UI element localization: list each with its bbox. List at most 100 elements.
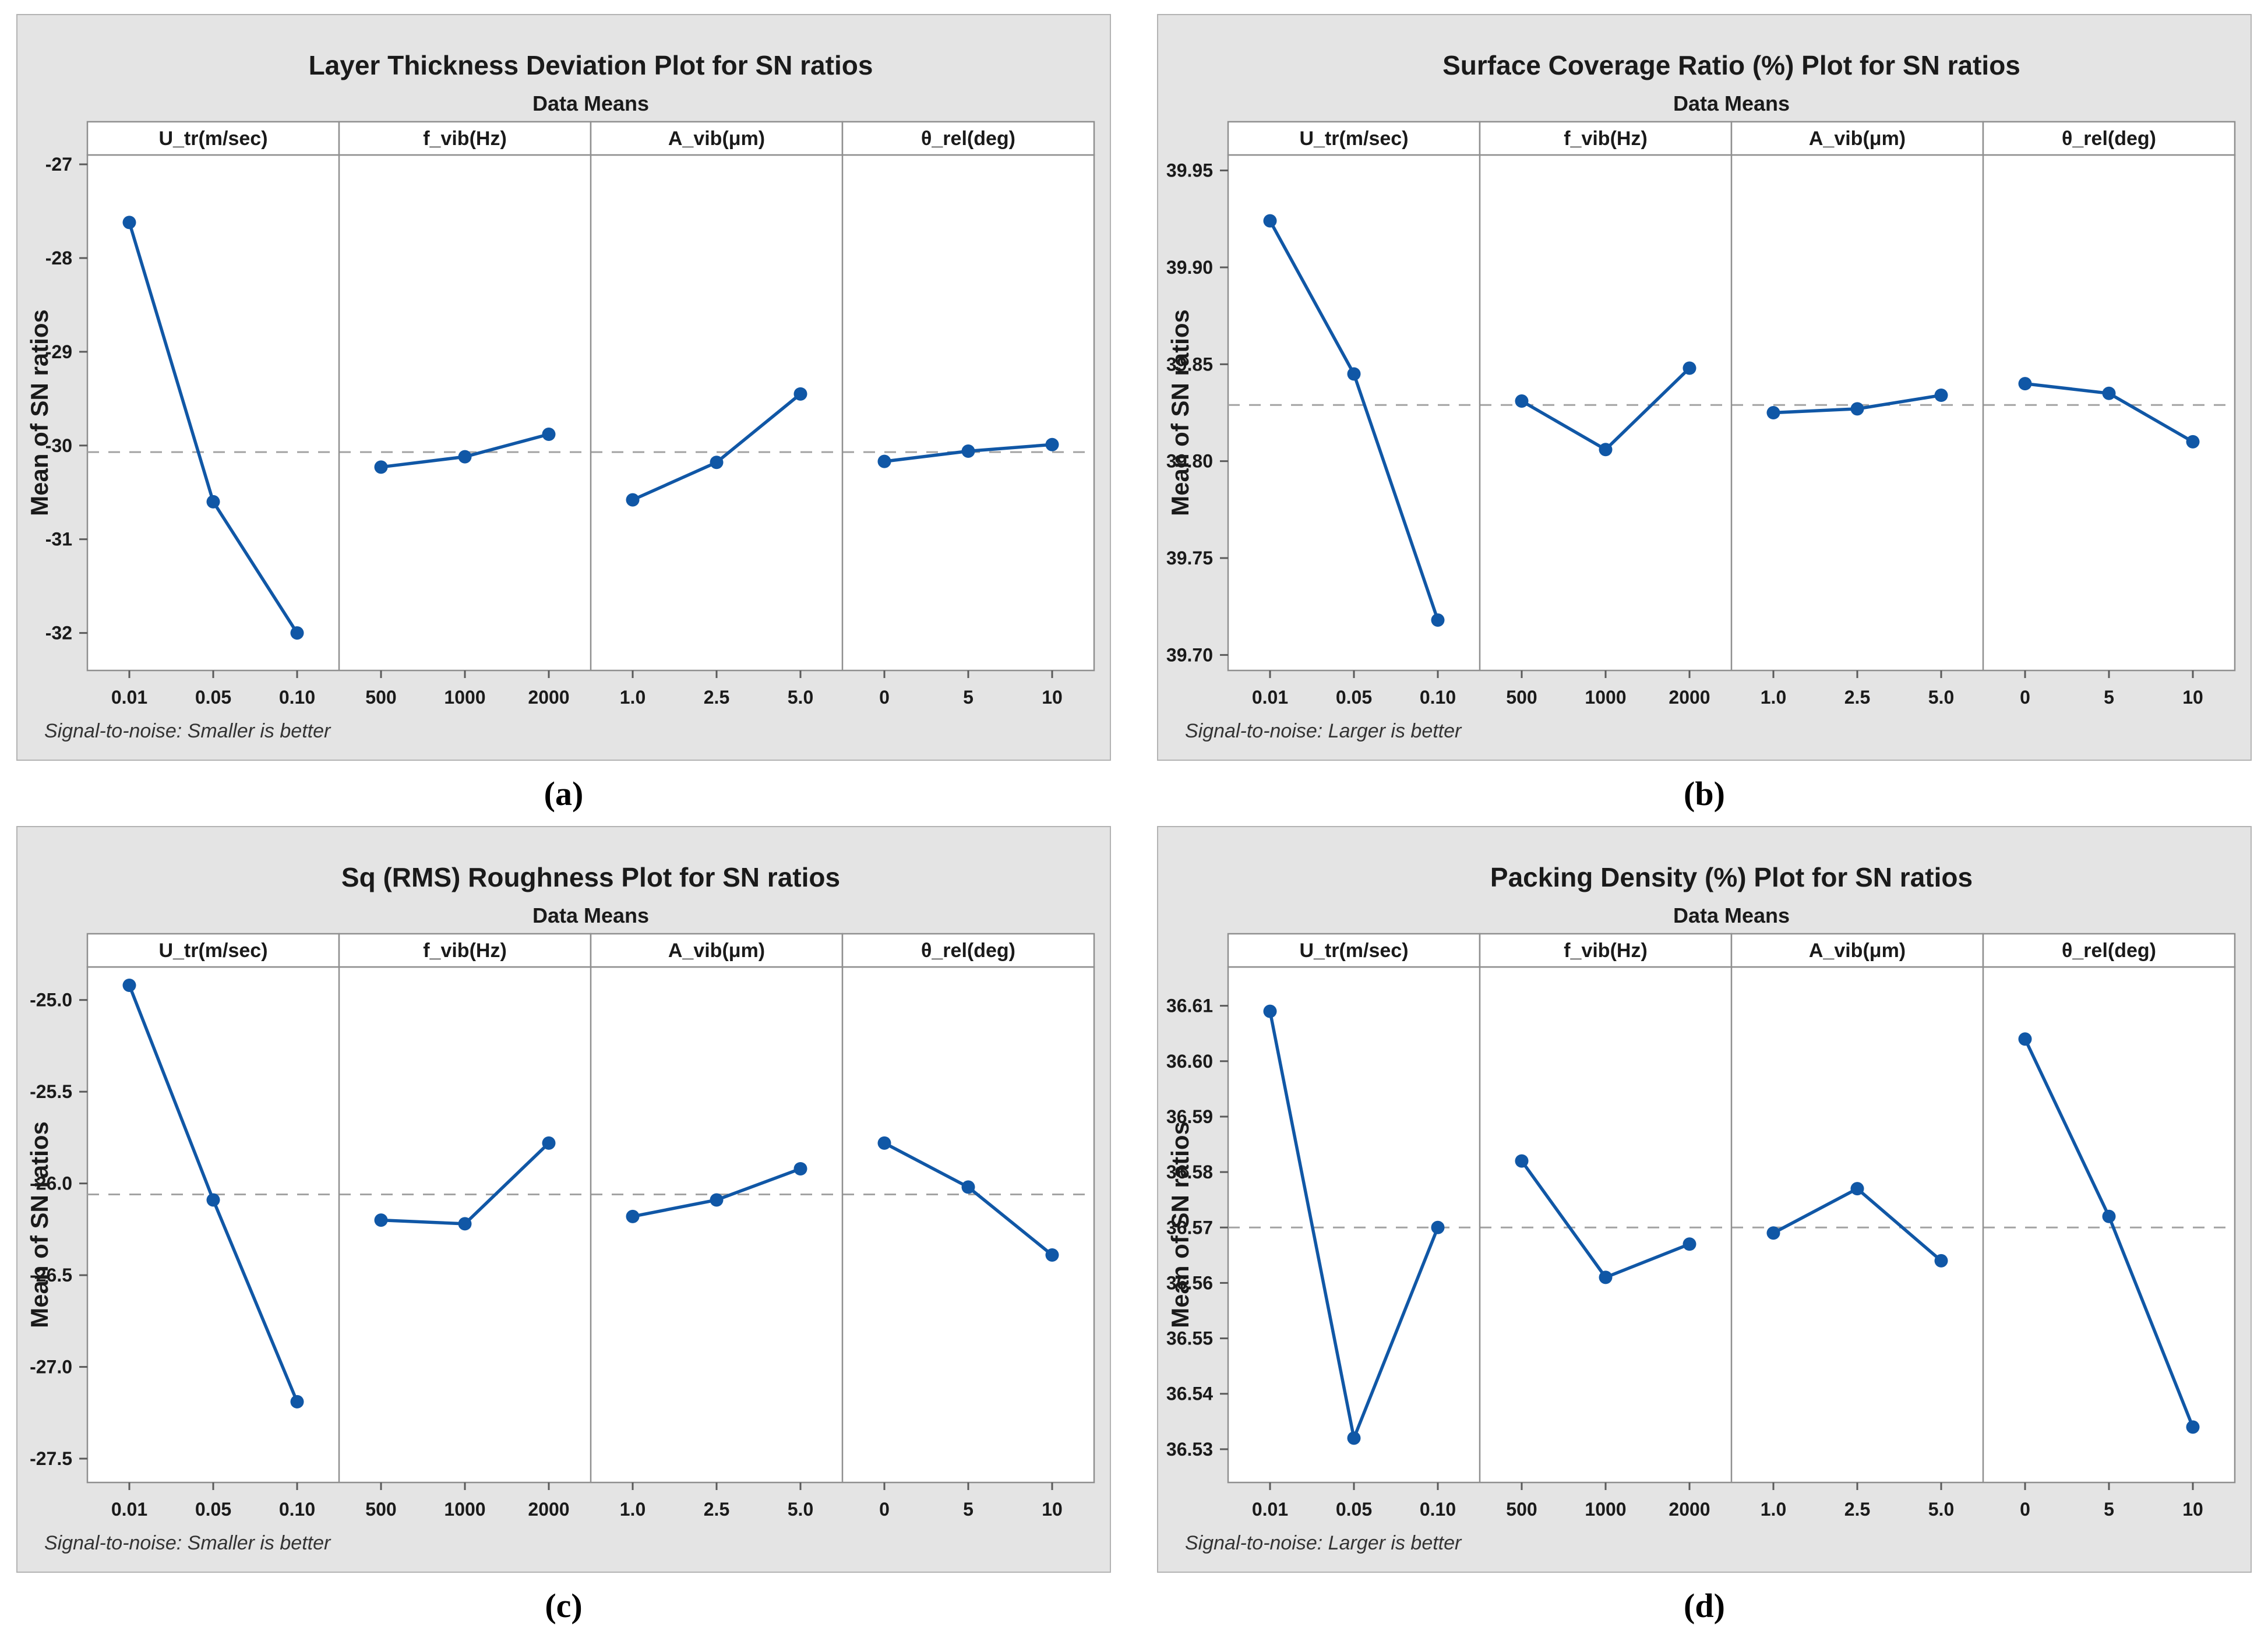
- panel-header: [841, 933, 1095, 968]
- data-point: [1045, 1248, 1059, 1262]
- footer-note: Signal-to-noise: Larger is better: [1185, 1532, 1462, 1554]
- data-point: [206, 1193, 220, 1207]
- data-point: [1683, 361, 1696, 375]
- y-tick-label: 39.75: [1166, 548, 1213, 569]
- panel-header-label: U_tr(m/sec): [158, 940, 267, 962]
- x-tick-label: 5.0: [788, 687, 813, 708]
- x-tick-label: 2.5: [1844, 1499, 1870, 1520]
- data-point: [1934, 389, 1948, 403]
- data-point: [961, 1180, 975, 1194]
- data-point: [1431, 1220, 1445, 1234]
- panel-header-label: θ_rel(deg): [921, 940, 1015, 962]
- panel-header: [1982, 121, 2236, 156]
- x-tick-label: 0.10: [279, 687, 315, 708]
- panel-header-label: A_vib(μm): [1809, 940, 1906, 962]
- chart-cell-d: Packing Density (%) Plot for SN ratios Da…: [1157, 826, 2252, 1638]
- x-tick-label: 0.01: [111, 687, 147, 708]
- x-tick-label: 5: [963, 1499, 973, 1520]
- data-point: [961, 444, 975, 458]
- y-tick-label: -27.5: [30, 1448, 72, 1469]
- x-tick-label: 2.5: [704, 687, 729, 708]
- data-point: [290, 626, 304, 640]
- x-tick-label: 10: [2182, 687, 2203, 708]
- data-point: [542, 428, 556, 442]
- data-point: [206, 495, 220, 509]
- panel-header-label: U_tr(m/sec): [1299, 940, 1408, 962]
- data-point: [1515, 394, 1529, 408]
- y-tick-label: 36.55: [1166, 1328, 1213, 1349]
- chart-cell-c: Sq (RMS) Roughness Plot for SN ratios Dat…: [16, 826, 1111, 1638]
- x-tick-label: 0.05: [195, 687, 231, 708]
- x-tick-label: 2000: [1669, 1499, 1710, 1520]
- x-tick-label: 500: [1506, 687, 1537, 708]
- caption-d: (d): [1684, 1586, 1725, 1625]
- panel-header-label: A_vib(μm): [668, 940, 765, 962]
- y-tick-label: 36.53: [1166, 1439, 1213, 1460]
- data-point: [122, 216, 136, 230]
- chart-title: Surface Coverage Ratio (%) Plot for SN r…: [1442, 50, 2020, 80]
- x-tick-label: 500: [365, 687, 396, 708]
- x-tick-label: 1000: [444, 687, 485, 708]
- chart-title: Packing Density (%) Plot for SN ratios: [1490, 862, 1973, 892]
- x-tick-label: 1000: [444, 1499, 485, 1520]
- y-tick-label: 36.58: [1166, 1162, 1213, 1182]
- caption-a: (a): [544, 774, 584, 813]
- x-tick-label: 2000: [528, 1499, 569, 1520]
- y-tick-label: -25.5: [30, 1081, 72, 1102]
- panel-header-label: f_vib(Hz): [1564, 128, 1648, 150]
- chart-subtitle: Data Means: [1673, 903, 1790, 927]
- x-tick-label: 2000: [1669, 687, 1710, 708]
- y-tick-label: 39.85: [1166, 354, 1213, 375]
- panel-header: [1227, 933, 1481, 968]
- x-tick-label: 0.01: [111, 1499, 147, 1520]
- y-axis-label: Mean of SN ratios: [1166, 309, 1194, 516]
- panel-header: [841, 121, 1095, 156]
- data-point: [626, 1209, 640, 1223]
- y-tick-label: 36.60: [1166, 1051, 1213, 1072]
- y-tick-label: -31: [45, 529, 72, 550]
- panel-header: [86, 121, 340, 156]
- x-tick-label: 5: [2104, 687, 2114, 708]
- chart-a: Layer Thickness Deviation Plot for SN ra…: [16, 14, 1111, 761]
- footer-note: Signal-to-noise: Smaller is better: [44, 1532, 331, 1554]
- data-point: [1766, 1226, 1780, 1240]
- panel-header: [1730, 121, 1984, 156]
- panel-header-label: θ_rel(deg): [921, 128, 1015, 150]
- panel-header-label: A_vib(μm): [668, 128, 765, 150]
- x-tick-label: 1000: [1585, 1499, 1626, 1520]
- data-point: [290, 1395, 304, 1408]
- x-tick-label: 0: [2020, 1499, 2030, 1520]
- panel-header-label: θ_rel(deg): [2062, 128, 2156, 150]
- x-tick-label: 0: [879, 1499, 890, 1520]
- x-tick-label: 0.01: [1252, 687, 1288, 708]
- x-tick-label: 0.01: [1252, 1499, 1288, 1520]
- chart-subtitle: Data Means: [532, 91, 649, 115]
- data-point: [1766, 406, 1780, 419]
- x-tick-label: 2.5: [1844, 687, 1870, 708]
- chart-subtitle: Data Means: [532, 903, 649, 927]
- panel-header: [1982, 933, 2236, 968]
- data-point: [1347, 367, 1361, 381]
- x-tick-label: 0.05: [1336, 1499, 1372, 1520]
- y-tick-label: -27.0: [30, 1357, 72, 1378]
- data-point: [1850, 402, 1864, 416]
- chart-subtitle: Data Means: [1673, 91, 1790, 115]
- caption-b: (b): [1684, 774, 1725, 813]
- x-tick-label: 2000: [528, 687, 569, 708]
- panel-header: [1479, 121, 1733, 156]
- x-tick-label: 5: [963, 687, 973, 708]
- data-point: [374, 460, 388, 474]
- panel-header-label: f_vib(Hz): [1564, 940, 1648, 962]
- data-point: [1263, 1004, 1277, 1018]
- x-tick-label: 1.0: [1761, 687, 1786, 708]
- panel-header: [338, 121, 592, 156]
- panel-header: [1227, 121, 1481, 156]
- x-tick-label: 500: [1506, 1499, 1537, 1520]
- chart-cell-b: Surface Coverage Ratio (%) Plot for SN r…: [1157, 14, 2252, 826]
- data-point: [877, 454, 891, 468]
- y-tick-label: 39.80: [1166, 451, 1213, 472]
- data-point: [458, 1217, 472, 1231]
- data-point: [1431, 613, 1445, 627]
- data-point: [1263, 214, 1277, 228]
- x-tick-label: 0: [879, 687, 890, 708]
